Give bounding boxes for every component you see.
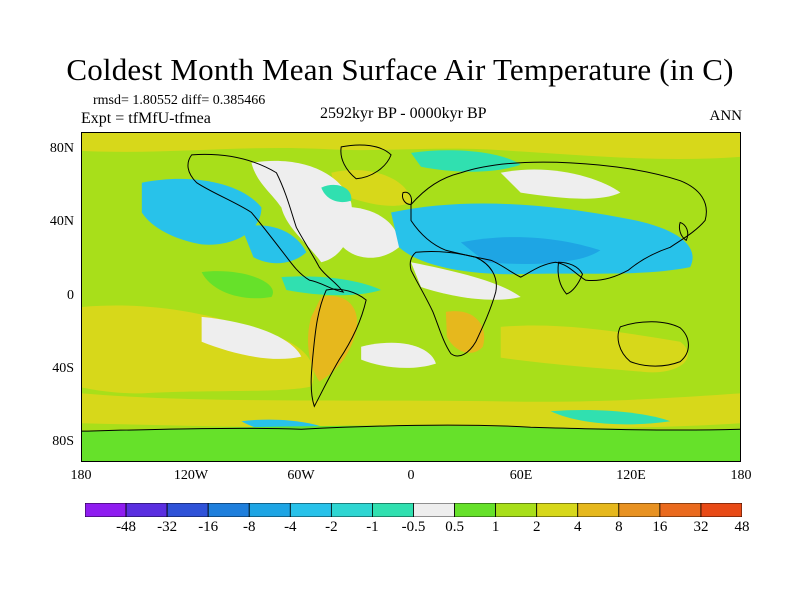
- experiment-line: Expt = tfMfU-tfmea: [81, 110, 211, 127]
- lon-tick-60e: 60E: [509, 468, 533, 483]
- coastline-uk: [402, 191, 412, 206]
- temperature-map: [81, 132, 741, 462]
- colorbar-swatch: [495, 503, 538, 517]
- colorbar-label: -48: [116, 519, 137, 535]
- coastline-europe-asia: [410, 161, 707, 282]
- coastline-north-america: [187, 153, 345, 293]
- colorbar-swatch: [166, 503, 209, 517]
- stats-line: rmsd= 1.80552 diff= 0.385466: [93, 93, 266, 108]
- colorbar-label: -8: [243, 519, 256, 535]
- map-canvas: [82, 133, 740, 461]
- neutral-region-tropics: [411, 262, 521, 300]
- neutral-region-atlantic: [331, 206, 400, 258]
- colorbar-swatch: [289, 503, 332, 517]
- colorbar-swatch: [536, 503, 579, 517]
- colorbar-label: 4: [574, 519, 582, 535]
- warm-region-east-pacific: [201, 271, 273, 299]
- coastline-south-america: [310, 288, 367, 408]
- colorbar-label: -2: [325, 519, 338, 535]
- colorbar-swatch: [413, 503, 455, 517]
- warm-region-southern-ocean: [82, 393, 740, 430]
- colorbar: [85, 503, 742, 517]
- neutral-region-south-atlantic: [361, 342, 436, 368]
- coastlines: [82, 144, 740, 432]
- region-antarctica: [82, 425, 740, 461]
- colorbar-label: -4: [284, 519, 297, 535]
- colorbar-label: 1: [491, 519, 500, 535]
- lat-tick-80s: 80S: [52, 434, 74, 449]
- warm-region-south-pacific: [82, 305, 314, 394]
- neutral-region-southeast-pacific: [201, 316, 302, 359]
- lat-tick-40s: 40S: [52, 361, 74, 376]
- warm-region-south-america: [308, 296, 358, 382]
- colorbar-swatch: [207, 503, 250, 517]
- colorbar-label: -32: [157, 519, 178, 535]
- lat-tick-equator: 0: [67, 288, 74, 303]
- colorbar-swatch: [372, 503, 414, 517]
- lon-tick-0: 0: [407, 468, 415, 483]
- cool-region-north-pacific: [141, 178, 262, 245]
- lon-tick-180e: 180: [730, 468, 752, 483]
- coastline-japan: [678, 221, 689, 242]
- neutral-region-siberia: [500, 169, 621, 199]
- colorbar-swatch: [125, 503, 168, 517]
- cool-region-north-america-east: [241, 225, 307, 264]
- lon-tick-120w: 120W: [173, 468, 209, 483]
- coastline-antarctica: [82, 424, 740, 432]
- warm-region-arctic: [82, 133, 740, 159]
- colorbar-swatch: [85, 503, 127, 517]
- colorbar-label: -0.5: [401, 519, 426, 535]
- warm-region-southern-africa: [445, 311, 485, 353]
- colorbar-swatch: [618, 503, 661, 517]
- lon-tick-60w: 60W: [287, 468, 315, 483]
- plot-title: Coldest Month Mean Surface Air Temperatu…: [66, 52, 734, 87]
- cool-region-south-indian-patch: [550, 410, 671, 425]
- coastline-africa: [409, 251, 497, 357]
- colorbar-label: -1: [366, 519, 379, 535]
- lon-tick-120e: 120E: [616, 468, 646, 483]
- colorbar-label: 2: [532, 519, 541, 535]
- cool-region-tropical-pacific: [281, 276, 382, 296]
- season-label: ANN: [709, 108, 743, 124]
- coastline-india: [557, 261, 584, 295]
- cool-region-north-atlantic-patch: [321, 184, 352, 203]
- lon-tick-180w: 180: [70, 468, 92, 483]
- cool-region-arctic-ocean: [411, 150, 521, 172]
- period-label: 2592kyr BP - 0000kyr BP: [320, 105, 487, 122]
- colorbar-swatch: [454, 503, 497, 517]
- colorbar-label: 16: [652, 519, 668, 535]
- colorbar-swatch: [659, 503, 702, 517]
- lat-tick-80n: 80N: [49, 141, 74, 156]
- colorbar-label: 8: [615, 519, 623, 535]
- colorbar-label: 48: [734, 519, 750, 535]
- cool-region-central-asia: [460, 237, 601, 265]
- coastline-australia: [617, 321, 689, 367]
- colorbar-label: 0.5: [445, 519, 464, 535]
- colorbar-swatch: [577, 503, 620, 517]
- colorbar-swatch: [700, 503, 742, 517]
- colorbar-swatch: [330, 503, 373, 517]
- colorbar-label: -16: [198, 519, 219, 535]
- colorbar-label: 32: [693, 519, 709, 535]
- warm-region-indian-ocean: [500, 325, 689, 373]
- colorbar-swatch: [248, 503, 291, 517]
- lat-tick-40n: 40N: [49, 214, 74, 229]
- coastline-greenland: [340, 144, 392, 180]
